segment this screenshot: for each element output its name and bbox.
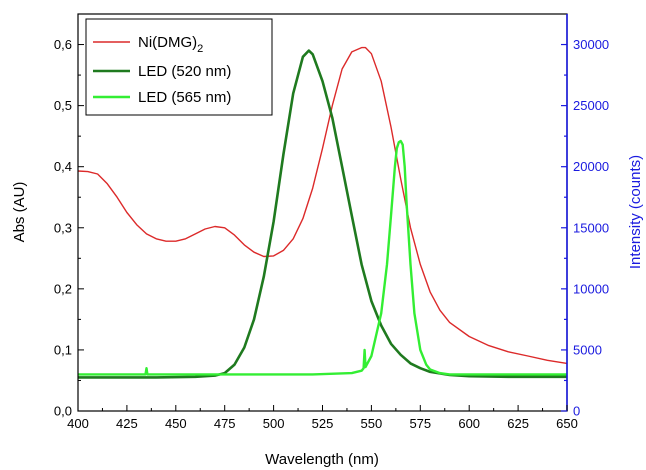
x-tick-label: 575 [409,416,431,431]
series-line-2 [78,139,567,376]
x-tick-label: 450 [165,416,187,431]
y-left-tick-label: 0,2 [54,281,72,296]
y-left-tick-label: 0,3 [54,220,72,235]
y-left-tick-label: 0,6 [54,37,72,52]
y-right-tick-label: 20000 [573,159,609,174]
x-tick-label: 650 [556,416,578,431]
x-tick-label: 625 [507,416,529,431]
series-line-0 [77,46,568,365]
y-left-tick-label: 0,0 [54,404,72,419]
x-axis-title: Wavelength (nm) [265,451,379,468]
y-right-tick-label: 25000 [573,98,609,113]
x-tick-label: 425 [116,416,138,431]
x-tick-label: 475 [214,416,236,431]
legend: Ni(DMG)2 LED (520 nm) LED (565 nm) [85,18,273,116]
series-line-1 [78,49,567,379]
x-tick-label: 550 [361,416,383,431]
legend-subscript: 2 [197,43,203,55]
y-right-tick-label: 0 [573,404,580,419]
legend-label-ni-dmg: Ni(DMG)2 [138,34,203,55]
legend-label-led-565: LED (565 nm) [138,89,231,106]
y-right-tick-label: 10000 [573,281,609,296]
y-right-tick-label: 30000 [573,37,609,52]
y-right-axis-title: Intensity (counts) [627,155,644,269]
axis-ticks: 400 425 450 475 500 525 550 575 600 625 650 0,0 0,1 0… [54,37,609,431]
legend-box [85,18,273,116]
y-right-tick-label: 15000 [573,220,609,235]
y-right-tick-label: 5000 [573,342,602,357]
y-left-tick-label: 0,5 [54,98,72,113]
y-left-tick-label: 0,4 [54,159,72,174]
x-tick-label: 525 [312,416,334,431]
x-tick-label: 500 [263,416,285,431]
legend-label-led-520: LED (520 nm) [138,63,231,80]
series-lines [77,46,568,379]
x-tick-label: 400 [67,416,89,431]
x-tick-label: 600 [458,416,480,431]
y-left-axis-title: Abs (AU) [11,182,28,243]
y-left-tick-label: 0,1 [54,342,72,357]
